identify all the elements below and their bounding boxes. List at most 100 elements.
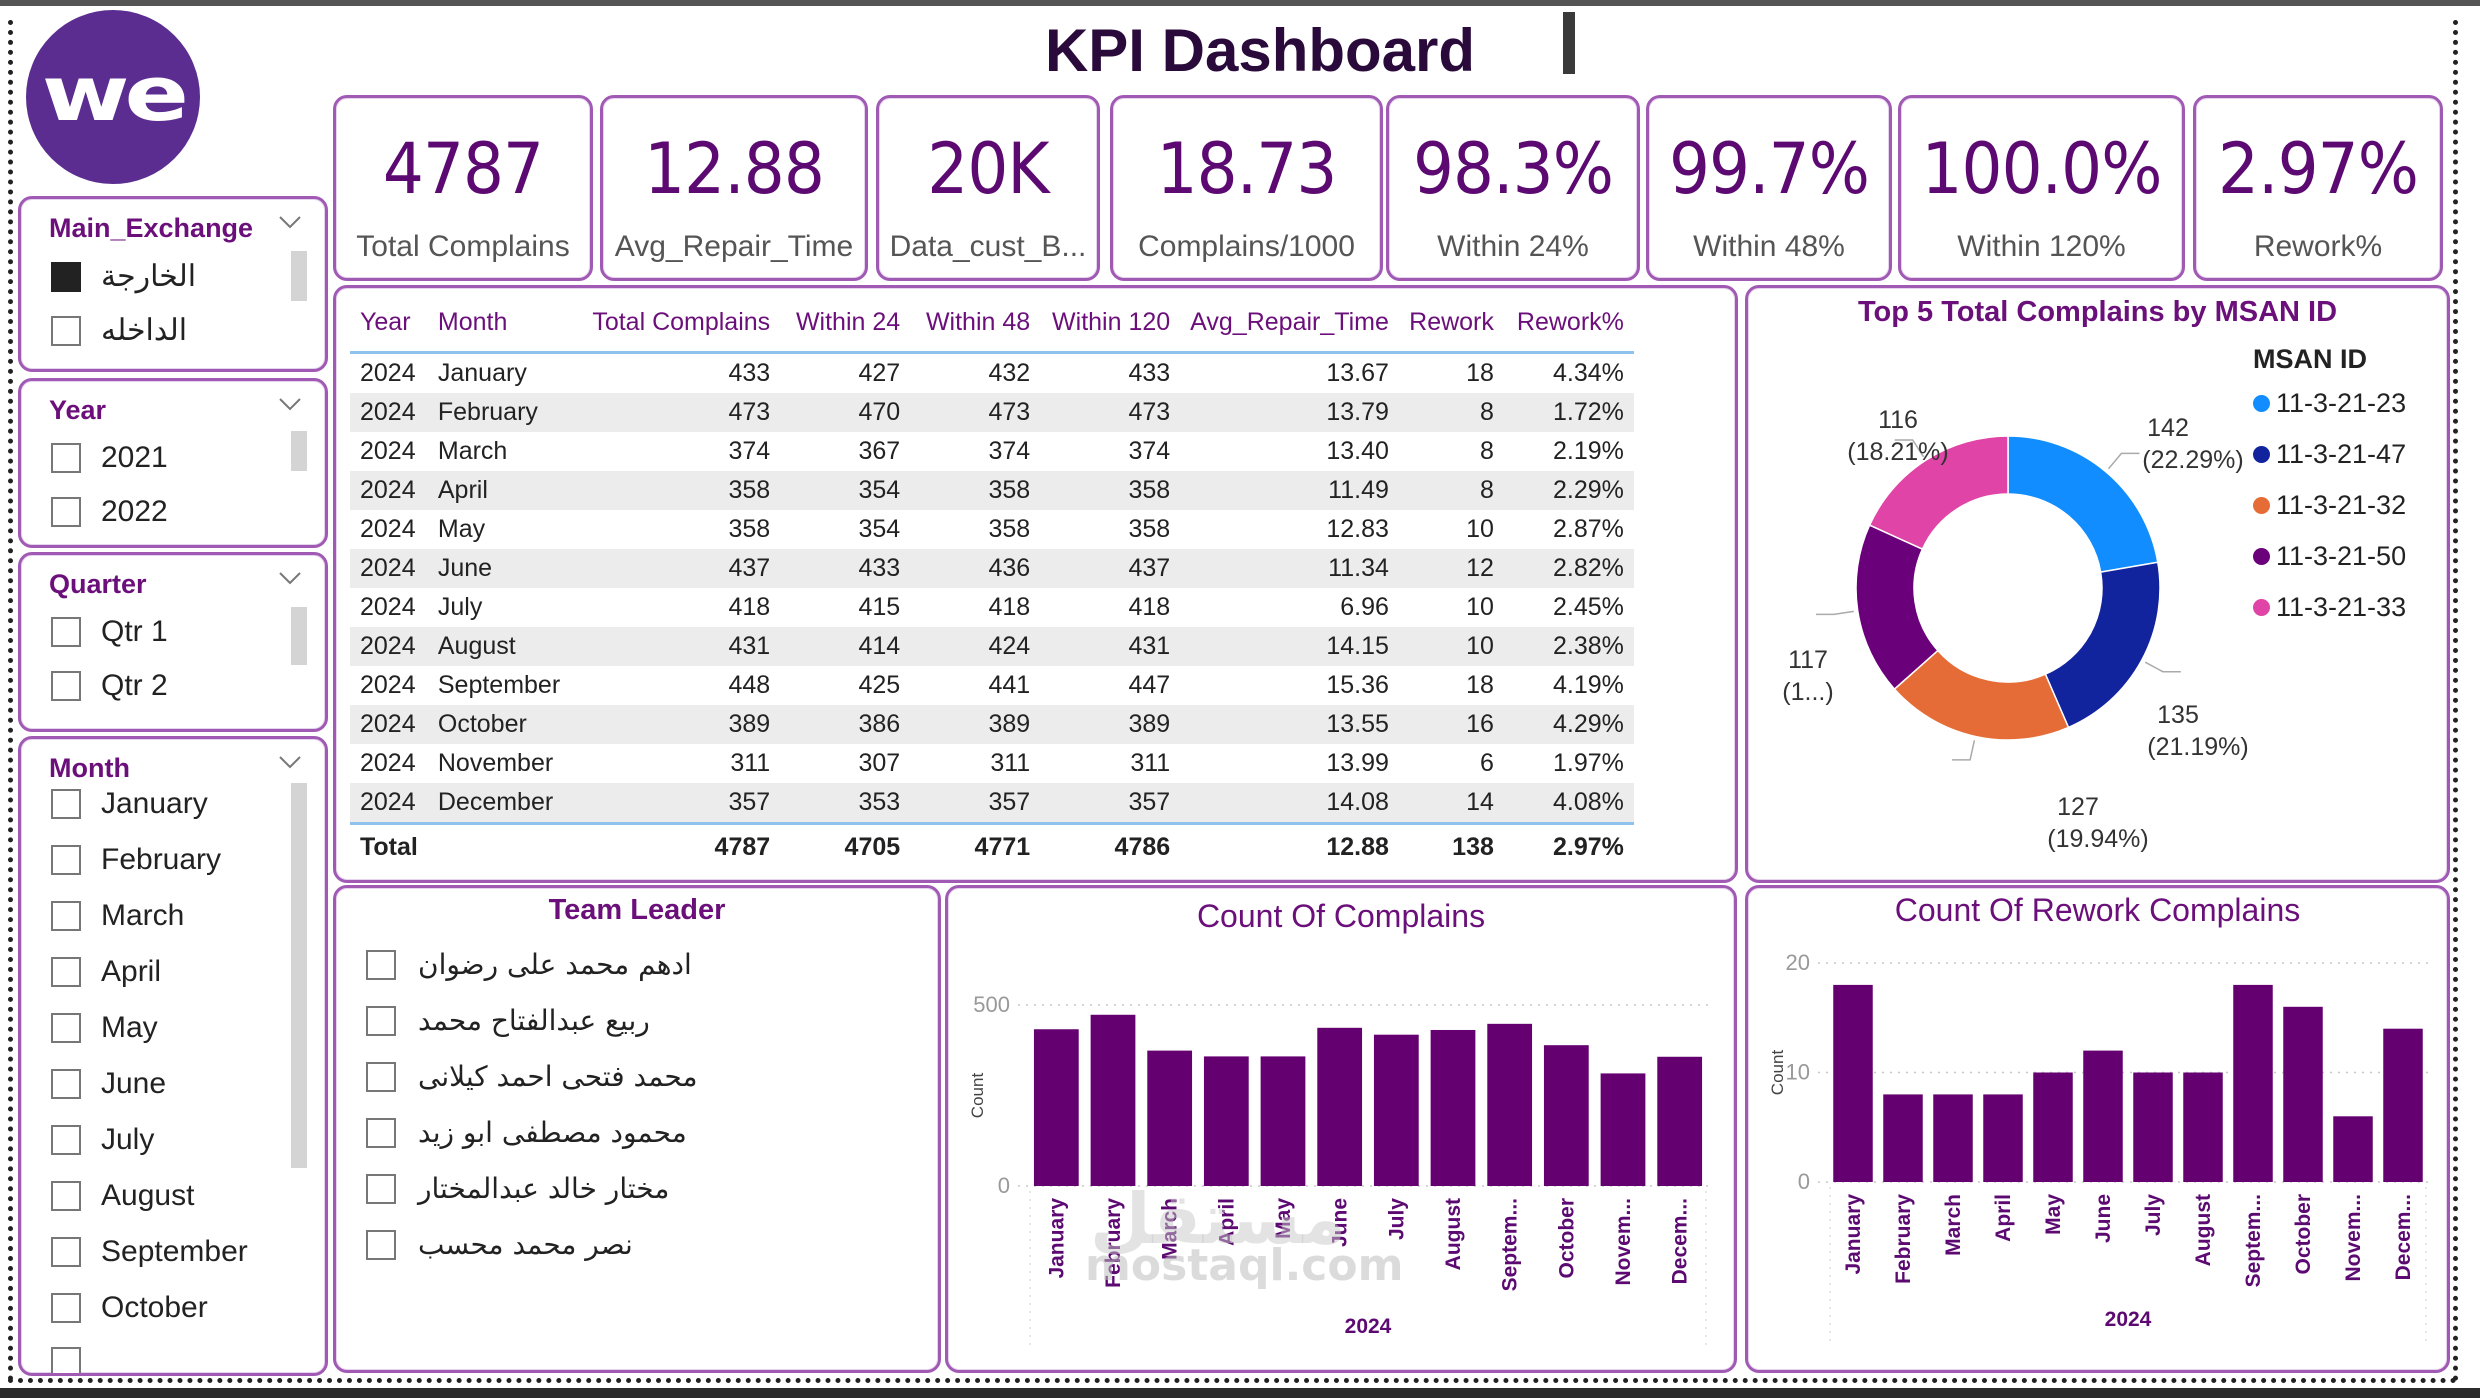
bar[interactable] (1487, 1023, 1533, 1186)
bar[interactable] (2083, 1050, 2123, 1182)
bar[interactable] (2283, 1006, 2323, 1182)
team-leader-option[interactable]: محمود مصطفى ابو زيد (366, 1116, 687, 1149)
bar[interactable] (1600, 1073, 1646, 1186)
column-header[interactable]: Month (427, 298, 571, 354)
bar[interactable] (1883, 1094, 1923, 1182)
column-header[interactable]: Year (350, 298, 428, 354)
scrollbar[interactable] (291, 251, 307, 301)
legend-item[interactable]: 11-3-21-32 (2253, 490, 2406, 521)
team-leader-option[interactable]: نصر محمد محسب (366, 1228, 633, 1261)
slicer-option[interactable]: 2021 (51, 441, 168, 475)
team-leader-option[interactable]: ربيع عبدالفتاح محمد (366, 1004, 650, 1037)
column-header[interactable]: Within 24 (780, 298, 911, 354)
table-cell: December (427, 783, 571, 824)
team-leader-option[interactable]: ادهم محمد على رضوان (366, 948, 692, 981)
checkbox[interactable] (51, 1237, 81, 1267)
slicer-option[interactable]: June (51, 1067, 166, 1101)
slicer-option-partial[interactable] (51, 1347, 81, 1373)
checkbox[interactable] (366, 949, 396, 980)
slicer-option[interactable]: February (51, 843, 221, 877)
scrollbar[interactable] (291, 607, 307, 665)
column-header[interactable]: Rework (1398, 298, 1504, 354)
team-leader-option[interactable]: محمد فتحى احمد كيلانى (366, 1060, 698, 1093)
bar[interactable] (1033, 1029, 1079, 1186)
scrollbar[interactable] (291, 783, 307, 1168)
chevron-down-icon[interactable] (277, 391, 303, 417)
slicer-option[interactable]: October (51, 1291, 208, 1325)
bar[interactable] (2033, 1072, 2073, 1183)
x-tick-label: March (1159, 1198, 1182, 1260)
chevron-down-icon[interactable] (277, 565, 303, 591)
column-header[interactable]: Avg_Repair_Time (1180, 298, 1399, 354)
checkbox[interactable] (51, 901, 81, 931)
bar[interactable] (1657, 1056, 1703, 1186)
bar[interactable] (1833, 984, 1873, 1182)
bar[interactable] (1543, 1045, 1589, 1186)
table-cell: November (437, 749, 554, 777)
legend-item[interactable]: 11-3-21-23 (2253, 388, 2406, 419)
bar[interactable] (1147, 1050, 1193, 1186)
bar[interactable] (1373, 1034, 1419, 1186)
bar[interactable] (1317, 1027, 1363, 1186)
chevron-down-icon[interactable] (277, 209, 303, 235)
bar[interactable] (2233, 984, 2273, 1182)
checkbox[interactable] (51, 1013, 81, 1043)
checkbox[interactable] (51, 845, 81, 875)
legend-item[interactable]: 11-3-21-47 (2253, 439, 2406, 470)
slicer-option[interactable]: August (51, 1179, 194, 1213)
checkbox[interactable] (51, 671, 81, 701)
checkbox[interactable] (51, 957, 81, 987)
slicer-option[interactable]: January (51, 787, 208, 821)
checkbox[interactable] (51, 789, 81, 819)
bar[interactable] (1430, 1029, 1476, 1186)
slicer-option[interactable]: 2022 (51, 495, 168, 529)
checkbox[interactable] (51, 1069, 81, 1099)
checkbox[interactable] (366, 1061, 396, 1092)
legend-item[interactable]: 11-3-21-50 (2253, 541, 2406, 572)
checkbox-checked[interactable] (51, 261, 81, 292)
column-header[interactable]: Within 120 (1040, 298, 1181, 354)
legend-item[interactable]: 11-3-21-33 (2253, 592, 2406, 623)
chart-title: Count Of Rework Complains (1894, 892, 2301, 928)
checkbox[interactable] (51, 617, 81, 647)
bar[interactable] (2333, 1116, 2373, 1182)
donut-slice[interactable] (1868, 435, 2009, 551)
bar[interactable] (1933, 1094, 1973, 1182)
slicer-option[interactable]: Qtr 2 (51, 669, 168, 703)
scrollbar[interactable] (291, 431, 307, 471)
checkbox[interactable] (51, 1125, 81, 1155)
bar[interactable] (2183, 1072, 2223, 1183)
bar[interactable] (2383, 1028, 2423, 1182)
checkbox[interactable] (51, 1347, 81, 1373)
column-header[interactable]: Within 48 (910, 298, 1041, 354)
checkbox[interactable] (51, 1181, 81, 1211)
slicer-option[interactable]: May (51, 1011, 158, 1045)
checkbox[interactable] (51, 443, 81, 473)
bar[interactable] (1260, 1056, 1306, 1186)
donut-slice[interactable] (2044, 561, 2161, 729)
checkbox[interactable] (51, 315, 81, 346)
checkbox[interactable] (366, 1117, 396, 1148)
bar[interactable] (2133, 1072, 2173, 1183)
team-leader-option[interactable]: مختار خالد عبدالمختار (366, 1172, 669, 1205)
checkbox[interactable] (366, 1005, 396, 1036)
column-header[interactable]: Rework% (1503, 298, 1634, 354)
checkbox[interactable] (366, 1173, 396, 1204)
checkbox[interactable] (51, 1293, 81, 1323)
bar[interactable] (1983, 1094, 2023, 1182)
slicer-option[interactable]: Qtr 1 (51, 615, 168, 649)
bar[interactable] (1203, 1056, 1249, 1186)
slicer-option[interactable]: July (51, 1123, 154, 1157)
slicer-option[interactable]: March (51, 899, 184, 933)
slicer-option[interactable]: September (51, 1235, 248, 1269)
chevron-down-icon[interactable] (277, 749, 303, 775)
column-header[interactable]: Total Complains (570, 298, 781, 354)
slicer-option[interactable]: April (51, 955, 161, 989)
slice-percent-label: (21.19%) (2147, 733, 2248, 761)
bar[interactable] (1090, 1014, 1136, 1186)
checkbox[interactable] (51, 497, 81, 527)
donut-slice[interactable] (2007, 435, 2159, 573)
slicer-option[interactable]: الخارجة (51, 259, 196, 294)
checkbox[interactable] (366, 1229, 396, 1260)
slicer-option[interactable]: الداخله (51, 313, 187, 348)
